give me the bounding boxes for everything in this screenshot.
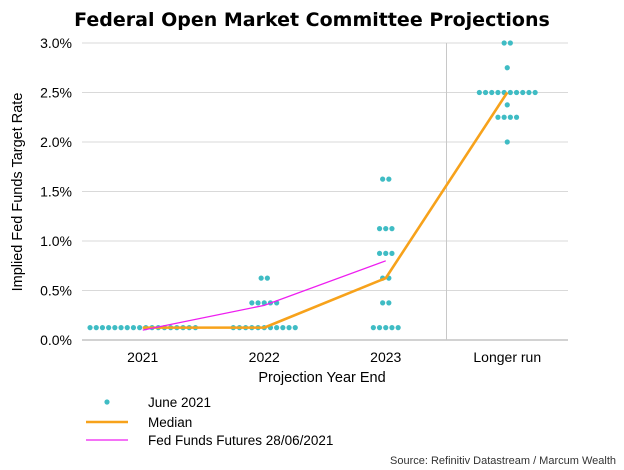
x-tick-label-2022: 2022 bbox=[249, 349, 280, 365]
y-tick-label: 3.0% bbox=[40, 35, 72, 51]
dot-longer-run bbox=[507, 114, 513, 120]
dot-2023 bbox=[383, 226, 389, 232]
legend-label-futures: Fed Funds Futures 28/06/2021 bbox=[148, 433, 333, 448]
y-axis-ticks: 0.0% 0.5% 1.0% 1.5% 2.0% 2.5% 3.0% bbox=[40, 35, 72, 348]
dot-longer-run bbox=[532, 89, 538, 96]
legend-label-june-2021: June 2021 bbox=[148, 395, 211, 410]
y-tick-label: 0.5% bbox=[40, 283, 72, 299]
dot-2021 bbox=[93, 325, 99, 331]
median-line bbox=[142, 91, 509, 329]
dot-longer-run bbox=[520, 89, 526, 96]
dot-longer-run bbox=[504, 139, 510, 145]
dot-longer-run bbox=[501, 40, 507, 46]
x-tick-label-longer-run: Longer run bbox=[473, 349, 541, 365]
dot-2023 bbox=[380, 300, 386, 306]
y-axis-label: Implied Fed Funds Target Rate bbox=[10, 93, 26, 292]
dot-longer-run bbox=[507, 89, 513, 96]
dot-2022 bbox=[274, 325, 280, 331]
chart-title: Federal Open Market Committee Projection… bbox=[74, 9, 550, 31]
dot-2023 bbox=[376, 226, 383, 232]
dot-2023 bbox=[389, 226, 395, 232]
legend: June 2021 Median Fed Funds Futures 28/06… bbox=[86, 395, 333, 448]
dot-2023 bbox=[383, 325, 389, 331]
y-tick-label: 0.0% bbox=[40, 332, 72, 348]
y-tick-label: 1.5% bbox=[40, 184, 72, 200]
y-tick-label: 2.0% bbox=[40, 134, 72, 150]
dot-2021 bbox=[106, 325, 112, 331]
dot-longer-run bbox=[526, 89, 532, 96]
dot-longer-run bbox=[482, 89, 489, 96]
dot-2022 bbox=[280, 325, 286, 331]
dot-2021 bbox=[112, 325, 118, 331]
dot-longer-run bbox=[513, 114, 520, 120]
dot-2022 bbox=[286, 325, 292, 331]
dot-2021 bbox=[124, 325, 130, 331]
june-2021-dots bbox=[87, 40, 538, 331]
dot-2022 bbox=[249, 300, 255, 306]
source-note: Source: Refinitiv Datastream / Marcum We… bbox=[390, 455, 616, 467]
x-axis-label: Projection Year End bbox=[258, 370, 385, 386]
dot-2023 bbox=[380, 176, 386, 182]
dot-2023 bbox=[386, 300, 392, 306]
dot-2021 bbox=[87, 325, 93, 331]
dot-longer-run bbox=[504, 102, 510, 108]
dot-2023 bbox=[376, 325, 383, 331]
dot-longer-run bbox=[489, 89, 495, 96]
dot-longer-run bbox=[504, 65, 510, 71]
dot-2022 bbox=[292, 325, 298, 331]
y-tick-label: 1.0% bbox=[40, 233, 72, 249]
dot-2021 bbox=[99, 325, 106, 331]
dot-longer-run bbox=[501, 114, 507, 120]
x-axis-ticks: 2021 2022 2023 Longer run bbox=[127, 349, 541, 365]
dot-2022 bbox=[261, 300, 267, 306]
dot-longer-run bbox=[513, 89, 520, 96]
dot-2023 bbox=[376, 250, 383, 256]
dot-longer-run bbox=[476, 89, 482, 96]
dot-2023 bbox=[389, 250, 395, 256]
futures-line bbox=[142, 260, 386, 331]
dot-2022 bbox=[258, 275, 264, 281]
dot-2023 bbox=[383, 250, 389, 256]
dot-2023 bbox=[386, 176, 392, 182]
dot-2021 bbox=[118, 325, 124, 331]
dot-longer-run bbox=[495, 89, 501, 96]
dot-2021 bbox=[130, 325, 137, 331]
legend-label-median: Median bbox=[148, 415, 192, 430]
dot-2023 bbox=[370, 325, 376, 331]
gridlines bbox=[82, 42, 568, 291]
x-tick-label-2021: 2021 bbox=[127, 349, 158, 365]
dot-2022 bbox=[264, 275, 270, 281]
dot-2023 bbox=[395, 325, 401, 331]
dot-longer-run bbox=[495, 114, 501, 120]
dot-longer-run bbox=[507, 40, 513, 46]
legend-dot-marker bbox=[104, 399, 110, 405]
y-tick-label: 2.5% bbox=[40, 85, 72, 101]
dot-2021 bbox=[137, 325, 143, 331]
dot-2023 bbox=[389, 325, 395, 331]
x-tick-label-2023: 2023 bbox=[370, 349, 401, 365]
dot-2022 bbox=[255, 300, 261, 306]
